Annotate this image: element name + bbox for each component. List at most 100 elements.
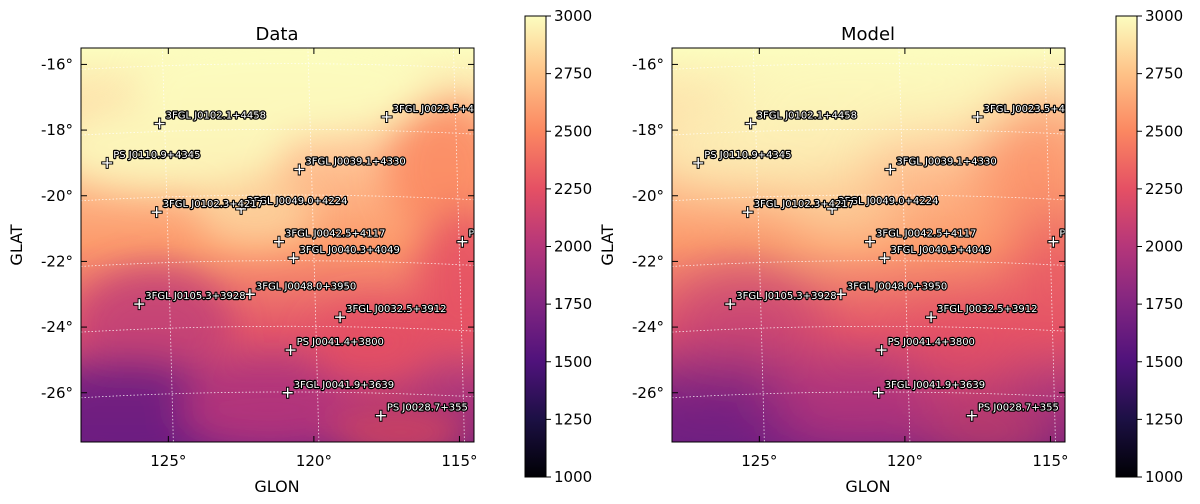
heatmap-region xyxy=(415,207,474,348)
source-label: 3FGL J0039.1+4330 xyxy=(896,156,996,167)
y-tick-label: -18° xyxy=(41,121,73,139)
model-sources: 3FGL J0102.1+4458 3FGL J0023.5+4 PS J0110.… xyxy=(692,103,1071,422)
source-label: 3FGL J0048.0+3950 xyxy=(256,281,356,292)
y-tick-label: -16° xyxy=(41,55,73,73)
source-marker xyxy=(971,110,984,123)
source-marker xyxy=(281,386,294,399)
grid-line-lat xyxy=(81,128,474,136)
source-label: 3FGL J0040.3+4049 xyxy=(891,245,991,256)
source-label: 3FGL J0039.1+4330 xyxy=(305,156,405,167)
source-label: 3FGL J0032.5+3912 xyxy=(937,304,1037,315)
model-colorbar-ticks: 1000 1250 1500 1750 2000 2250 2500 2750 3000 xyxy=(1137,7,1183,486)
y-tick-label: -20° xyxy=(632,187,664,205)
heatmap-region xyxy=(1006,207,1065,348)
source-marker xyxy=(875,344,888,357)
heatmap-region xyxy=(81,267,234,388)
source-marker xyxy=(965,409,978,422)
colorbar-tick-label: 3000 xyxy=(554,7,592,25)
heatmap-region xyxy=(312,303,433,384)
heatmap-region xyxy=(922,402,1063,442)
colorbar-tick-label: 1500 xyxy=(1145,353,1183,371)
source-marker xyxy=(272,235,285,248)
grid-line-lat xyxy=(672,194,1065,202)
model-x-axis-label: GLON xyxy=(845,477,890,496)
source-marker xyxy=(872,386,885,399)
grid-line-lat xyxy=(81,260,474,267)
heatmap-region xyxy=(771,369,952,442)
colorbar-tick-label: 2500 xyxy=(554,122,592,140)
y-tick-label: -26° xyxy=(41,384,73,402)
x-tick-label: 125° xyxy=(150,452,186,470)
source-marker xyxy=(380,110,393,123)
y-tick-label: -22° xyxy=(632,252,664,270)
source-marker xyxy=(925,311,938,324)
source-marker xyxy=(724,298,737,311)
source-marker xyxy=(878,252,891,265)
source-marker xyxy=(826,202,839,215)
source-marker xyxy=(741,206,754,219)
x-tick-label: 125° xyxy=(741,452,777,470)
heatmap-region xyxy=(903,303,1024,384)
grid-line-lat xyxy=(81,325,474,333)
colorbar-tick-label: 2250 xyxy=(554,180,592,198)
source-marker xyxy=(235,202,248,215)
model-panel-title: Model xyxy=(841,24,895,45)
source-label: 3FGL J0105.3+3928 xyxy=(145,291,245,302)
grid-line-lat xyxy=(672,260,1065,267)
x-tick-label: 120° xyxy=(296,452,332,470)
grid-line-lon xyxy=(307,48,320,442)
source-marker xyxy=(1047,235,1060,248)
source-label: 3FGL J0041.9+3639 xyxy=(885,380,985,391)
source-label: 3FGL J0042.5+4117 xyxy=(876,229,976,240)
colorbar-tick-label: 1750 xyxy=(554,295,592,313)
grid-line-lat xyxy=(672,63,1065,70)
heatmap-region xyxy=(331,402,472,442)
source-label: 3FGL J0032.5+3912 xyxy=(346,304,446,315)
source-label: 3FGL J0102.3+4217 xyxy=(754,199,854,210)
source-marker xyxy=(744,117,757,130)
grid-line-lat xyxy=(672,325,1065,333)
source-label: 3FGL J0105.3+3928 xyxy=(736,291,836,302)
colorbar-tick-label: 2500 xyxy=(1145,122,1183,140)
y-tick-label: -18° xyxy=(632,121,664,139)
colorbar-tick-label: 1250 xyxy=(1145,410,1183,428)
model-map xyxy=(672,48,1065,442)
heatmap-region xyxy=(81,101,289,192)
source-label: 3FGL J0040.3+4049 xyxy=(300,245,400,256)
colorbar-tick-label: 2250 xyxy=(1145,180,1183,198)
colorbar-tick-label: 2000 xyxy=(1145,238,1183,256)
data-map xyxy=(81,48,474,442)
data-x-axis-label: GLON xyxy=(254,477,299,496)
grid-line-lon xyxy=(161,48,174,442)
model-colorbar xyxy=(1115,15,1138,478)
data-y-axis-label: GLAT xyxy=(7,224,26,265)
grid-line-lat xyxy=(672,391,1065,399)
source-label: PS J0028.7+355 xyxy=(387,403,468,414)
source-marker xyxy=(101,156,114,169)
y-tick-label: -24° xyxy=(41,318,73,336)
y-tick-label: -24° xyxy=(632,318,664,336)
colorbar-tick-label: 1250 xyxy=(554,410,592,428)
colorbar-tick-label: 2750 xyxy=(554,65,592,83)
source-label: 3FGL J0023.5+4 xyxy=(393,104,474,115)
source-label: PS J0028.7+355 xyxy=(978,403,1059,414)
data-map-frame xyxy=(80,47,475,443)
source-label: PS J0041.4+3800 xyxy=(888,337,975,348)
heatmap-region xyxy=(384,99,474,240)
source-marker xyxy=(692,156,705,169)
y-tick-label: -22° xyxy=(41,252,73,270)
colorbar-tick-label: 1000 xyxy=(554,468,592,486)
source-marker xyxy=(834,288,847,301)
y-tick-label: -26° xyxy=(632,384,664,402)
source-marker xyxy=(284,344,297,357)
grid-line-lat xyxy=(81,194,474,202)
source-label: 3FGL J0102.3+4217 xyxy=(163,199,263,210)
source-label: PS xyxy=(1059,229,1071,240)
source-label: PS J0110.9+4345 xyxy=(113,150,200,161)
source-label: 3FGL J0023.5+4 xyxy=(984,104,1065,115)
source-label: PS J0110.9+4345 xyxy=(704,150,791,161)
source-label: 3FGL J0049.0+4224 xyxy=(838,196,938,207)
grid-line-lon xyxy=(752,48,765,442)
colorbar-tick-label: 3000 xyxy=(1145,7,1183,25)
